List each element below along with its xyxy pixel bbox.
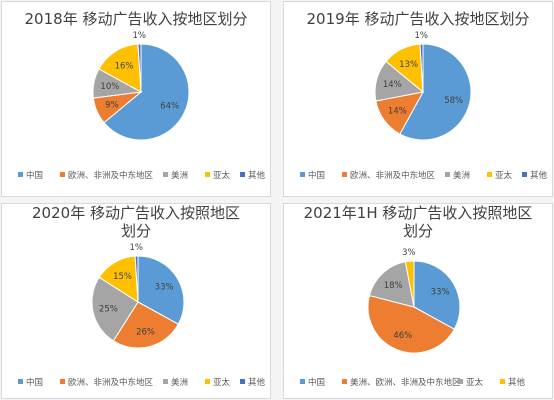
pie-chart: 2019年 移动广告收入按地区划分 58% 14% 14% 13% 1% 中国 欧洲、非洲及中… [300, 10, 548, 181]
legend-item: 亚太 [213, 377, 231, 388]
chart-panel-2019: 2019年 移动广告收入按地区划分 58% 14% 14% 13% 1% 中国 欧洲、非洲及中… [283, 1, 553, 197]
legend-swatch [500, 379, 505, 384]
data-label: 3% [402, 248, 416, 258]
pie-slice [91, 276, 139, 342]
legend-swatch [18, 172, 23, 177]
pie-slice [367, 294, 455, 354]
legend-item: 中国 [26, 377, 43, 388]
data-label: 9% [105, 101, 119, 111]
data-label: 13% [399, 60, 418, 70]
legend-item: 其他 [530, 170, 548, 181]
legend-item: 其他 [248, 377, 266, 388]
data-label: 26% [136, 327, 155, 337]
legend-swatch [487, 172, 492, 177]
data-label: 33% [431, 288, 450, 298]
legend-swatch [458, 379, 463, 384]
legend-swatch [300, 379, 305, 384]
legend-swatch [300, 172, 305, 177]
legend-swatch [522, 172, 527, 177]
legend-swatch [163, 172, 168, 177]
legend-item: 欧洲、非洲及中东地区 [68, 170, 154, 181]
legend-swatch [163, 379, 168, 384]
data-label: 46% [393, 331, 412, 341]
data-label: 14% [383, 80, 402, 90]
legend-item: 欧洲、非洲及中东地区 [68, 377, 154, 388]
pie-slice [98, 43, 142, 93]
legend-swatch [205, 172, 210, 177]
data-label: 16% [115, 61, 134, 71]
legend-swatch [60, 379, 65, 384]
data-label: 64% [160, 101, 179, 111]
legend-swatch [205, 379, 210, 384]
data-label: 18% [384, 281, 403, 291]
data-label: 1% [132, 31, 146, 41]
legend-item: 美洲 [171, 377, 188, 388]
legend-item: 亚太 [213, 170, 231, 181]
data-label: 10% [100, 82, 119, 92]
legend-item: 亚太 [495, 170, 513, 181]
chart-title: 2019年 移动广告收入按地区划分 [307, 10, 530, 28]
data-label: 33% [155, 283, 174, 293]
data-label: 58% [444, 96, 463, 106]
legend-swatch [240, 379, 245, 384]
legend-item: 美洲、欧洲、非洲及中东地区 [350, 377, 461, 388]
legend-item: 中国 [26, 170, 43, 181]
pie-slice [103, 43, 190, 141]
data-label: 15% [113, 272, 132, 282]
chart-title: 2021年1H 移动广告收入按照地区 [304, 204, 533, 222]
chart-title: 划分 [403, 222, 433, 240]
pie-slice [112, 301, 179, 349]
pie-slice [137, 255, 185, 325]
pie-slice [134, 255, 139, 303]
legend-item: 中国 [308, 377, 325, 388]
legend-item: 美洲 [171, 170, 188, 181]
legend-item: 其他 [508, 377, 526, 388]
data-label: 14% [388, 107, 407, 117]
legend-item: 欧洲、非洲及中东地区 [350, 170, 436, 181]
legend-item: 其他 [248, 170, 266, 181]
pie-slice [419, 43, 424, 93]
chart-title: 2020年 移动广告收入按照地区 [32, 204, 240, 222]
pie-chart: 2018年 移动广告收入按地区划分 64% 9% 10% 16% 1% 中国 欧洲、非洲及中东… [18, 10, 266, 181]
legend-swatch [445, 172, 450, 177]
legend-swatch [342, 172, 347, 177]
data-label: 1% [130, 243, 144, 253]
chart-panel-2021h1: 2021年1H 移动广告收入按照地区 划分 33% 46% 18% 3% 中国 美洲、欧洲、非… [283, 203, 553, 399]
chart-title: 划分 [121, 222, 151, 240]
legend-item: 中国 [308, 170, 325, 181]
pie-slice [137, 43, 142, 93]
data-label: 25% [99, 305, 118, 315]
legend-item: 亚太 [466, 377, 484, 388]
legend-swatch [18, 379, 23, 384]
data-label: 1% [414, 31, 428, 41]
chart-panel-2018: 2018年 移动广告收入按地区划分 64% 9% 10% 16% 1% 中国 欧洲、非洲及中东… [1, 1, 271, 197]
legend-item: 美洲 [453, 170, 470, 181]
chart-panel-2020: 2020年 移动广告收入按照地区 划分 33% 26% 25% 15% 1% 中国 欧洲、非洲及… [1, 203, 271, 399]
chart-title: 2018年 移动广告收入按地区划分 [25, 10, 248, 28]
pie-slice [404, 260, 415, 308]
pie-slice [413, 260, 461, 330]
pie-slice [399, 43, 472, 141]
legend-swatch [60, 172, 65, 177]
pie-slice [368, 261, 415, 308]
legend-swatch [240, 172, 245, 177]
legend-swatch [342, 379, 347, 384]
